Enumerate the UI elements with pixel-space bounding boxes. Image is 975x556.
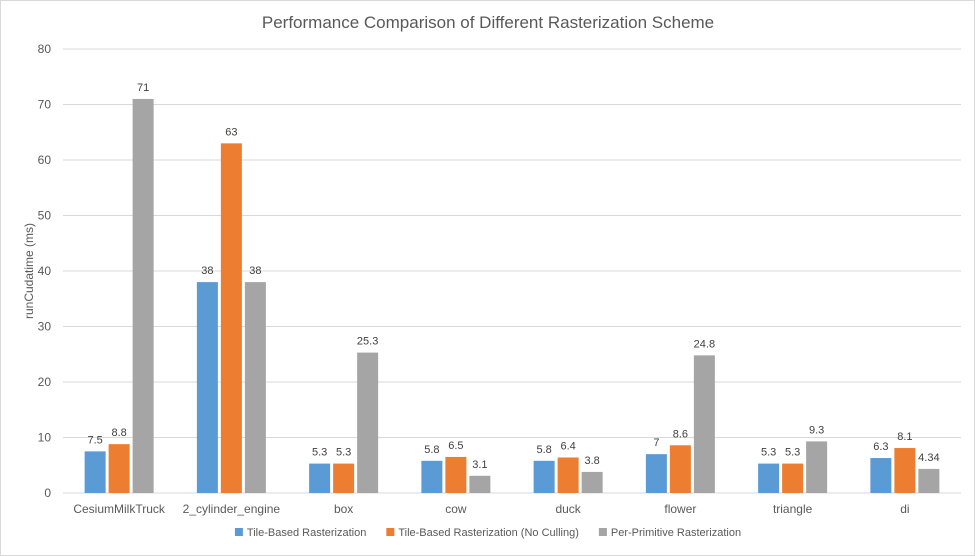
bar: [220, 143, 242, 493]
bars: [84, 98, 940, 493]
y-tick-label: 10: [38, 431, 52, 445]
legend-label: Tile-Based Rasterization: [247, 527, 366, 539]
y-tick-label: 40: [38, 264, 52, 278]
legend-swatch: [598, 528, 607, 536]
x-tick-label: 2_cylinder_engine: [183, 502, 281, 516]
y-tick-label: 30: [38, 320, 52, 334]
bar: [645, 454, 667, 493]
y-axis-label: runCudatime (ms): [22, 223, 36, 319]
y-tick-label: 0: [44, 486, 51, 500]
data-labels: 7.5 8.8 71 38 63 38 5.3 5.3 25.3 5.8 6.5 3.1 5.8 6.4 3…: [87, 82, 939, 471]
x-tick-label: triangle: [773, 502, 813, 516]
bar: [333, 463, 355, 493]
data-label: 24.8: [694, 338, 715, 350]
x-tick-label: flower: [664, 502, 696, 516]
bar: [469, 475, 491, 493]
data-label: 8.8: [111, 427, 126, 439]
data-label: 7.5: [87, 434, 102, 446]
legend-swatch: [386, 528, 395, 536]
data-label: 6.4: [560, 440, 575, 452]
bar: [84, 451, 106, 493]
bar: [132, 98, 154, 493]
x-tick-label: duck: [555, 502, 581, 516]
bar: [782, 463, 804, 493]
legend-label: Per-Primitive Rasterization: [611, 527, 741, 539]
data-label: 5.8: [536, 444, 551, 456]
data-label: 25.3: [357, 336, 378, 348]
bar: [894, 448, 916, 493]
y-tick-label: 70: [38, 98, 52, 112]
data-label: 3.1: [472, 459, 487, 471]
y-tick-label: 50: [38, 209, 52, 223]
x-tick-label: CesiumMilkTruck: [73, 502, 166, 516]
data-label: 4.34: [918, 452, 939, 464]
y-tick-label: 20: [38, 375, 52, 389]
x-tick-label: di: [900, 502, 909, 516]
y-tick-label: 80: [38, 42, 52, 56]
y-tick-label: 60: [38, 153, 52, 167]
x-tick-labels: CesiumMilkTruck 2_cylinder_engine box cow du…: [73, 502, 909, 516]
data-label: 63: [225, 126, 237, 138]
data-label: 38: [201, 265, 213, 277]
data-label: 5.3: [785, 447, 800, 459]
x-tick-label: cow: [445, 502, 467, 516]
data-label: 6.3: [873, 441, 888, 453]
data-label: 8.6: [673, 428, 688, 440]
legend-label: Tile-Based Rasterization (No Culling): [398, 527, 579, 539]
data-label: 6.5: [448, 440, 463, 452]
data-label: 8.1: [897, 431, 912, 443]
data-label: 5.3: [312, 447, 327, 459]
data-label: 5.3: [761, 447, 776, 459]
bar: [309, 463, 331, 493]
data-label: 38: [249, 265, 261, 277]
chart-title: Performance Comparison of Different Rast…: [262, 13, 714, 32]
data-label: 9.3: [809, 424, 824, 436]
bar: [557, 457, 579, 493]
bar: [758, 463, 780, 493]
bar: [421, 460, 443, 493]
data-label: 5.8: [424, 444, 439, 456]
x-tick-label: box: [334, 502, 353, 516]
bar: [244, 282, 266, 493]
bar: [870, 458, 892, 493]
bar: [918, 468, 940, 493]
bar: [196, 282, 218, 493]
bar: [693, 355, 715, 493]
data-label: 71: [137, 82, 149, 94]
bar: [108, 444, 130, 493]
legend: Tile-Based Rasterization Tile-Based Raste…: [234, 527, 741, 539]
bar: [806, 441, 828, 493]
bar: [357, 352, 379, 493]
data-label: 7: [653, 437, 659, 449]
legend-swatch: [234, 528, 243, 536]
data-label: 3.8: [584, 455, 599, 467]
bar: [533, 460, 555, 493]
y-tick-labels: 0 10 20 30 40 50 60 70 80: [38, 42, 52, 500]
bar: [669, 445, 691, 493]
data-label: 5.3: [336, 447, 351, 459]
bar: [445, 456, 467, 493]
bar: [581, 471, 603, 493]
